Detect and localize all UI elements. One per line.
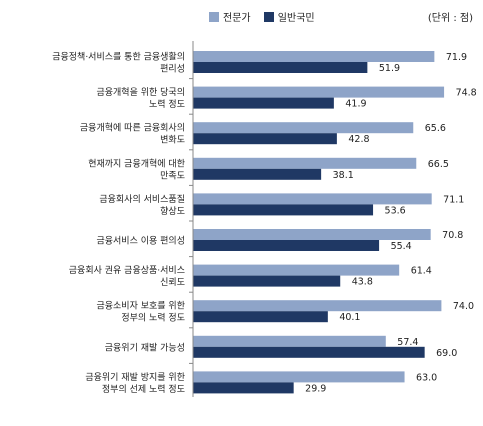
legend-item-public: 일반국민 (263, 9, 315, 24)
data-label: 51.9 (379, 63, 400, 74)
category-label: 금융개혁에 따른 금융회사의 (80, 123, 185, 134)
category-label: 금융소비자 보호를 위한 (96, 301, 185, 312)
bar-public (193, 97, 334, 109)
data-label: 57.4 (397, 337, 418, 348)
category-label: 금융회사의 서비스품질 (99, 193, 185, 205)
data-label: 55.4 (391, 241, 412, 252)
category-label: 금융회사 권유 금융상품·서비스 (69, 264, 185, 276)
category-label: 향상도 (160, 205, 185, 217)
data-label: 42.8 (348, 134, 369, 145)
bar-public (193, 133, 337, 145)
category-label: 변화도 (160, 135, 185, 146)
data-label: 71.1 (443, 194, 464, 205)
data-label: 74.0 (453, 301, 474, 312)
category-label: 현재까지 금융개혁에 대한 (88, 158, 185, 169)
category-label: 금융서비스 이용 편의성 (96, 235, 185, 247)
unit-label: (단위 : 점) (427, 13, 473, 24)
data-label: 29.9 (305, 383, 326, 394)
data-label: 61.4 (411, 266, 432, 277)
data-label: 38.1 (333, 170, 354, 181)
data-label: 41.9 (345, 99, 366, 110)
bar-expert (193, 122, 414, 134)
data-label: 65.6 (425, 123, 446, 134)
bar-public (193, 275, 341, 287)
category-label: 금융위기 재발 가능성 (105, 342, 185, 353)
bar-expert (193, 264, 400, 276)
bar-expert (193, 86, 445, 98)
category-label: 정부의 노력 정도 (121, 312, 185, 324)
chart-legend: 전문가 일반국민 (209, 9, 325, 25)
category-label: 노력 정도 (149, 98, 185, 110)
legend-swatch-public (263, 11, 274, 22)
category-label: 편리성 (160, 63, 185, 75)
category-label: 금융개혁을 위한 당국의 (96, 87, 185, 98)
bar-expert (193, 300, 442, 312)
bar-expert (193, 335, 386, 347)
data-label: 63.0 (416, 372, 437, 383)
data-label: 69.0 (436, 348, 457, 359)
category-label: 금융위기 재발 방지를 위한 (85, 372, 185, 383)
category-label: 금융정책·서비스를 통한 금융생활의 (52, 51, 185, 63)
bar-expert (193, 193, 432, 205)
data-label: 71.9 (446, 52, 467, 63)
data-label: 74.8 (456, 88, 477, 99)
data-label: 40.1 (339, 312, 360, 323)
bar-expert (193, 371, 405, 383)
bar-expert (193, 51, 435, 62)
bar-expert (193, 229, 431, 240)
data-label: 43.8 (352, 277, 373, 288)
bar-public (193, 204, 374, 216)
data-label: 53.6 (385, 205, 406, 216)
legend-swatch-expert (209, 11, 219, 22)
legend-label-expert: 전문가 (223, 13, 251, 24)
bar-public (193, 311, 328, 323)
legend-item-expert: 전문가 (209, 9, 251, 24)
bar-expert (193, 157, 417, 169)
category-label: 정부의 선제 노력 정도 (102, 383, 185, 395)
bar-public (193, 240, 380, 251)
category-label: 만족도 (160, 170, 185, 181)
data-label: 66.5 (428, 159, 449, 170)
bar-public (193, 168, 322, 180)
data-label: 70.8 (442, 230, 463, 241)
bar-public (193, 62, 368, 73)
legend-label-public: 일반국민 (277, 13, 315, 24)
bar-public (193, 346, 425, 358)
bar-public (193, 382, 294, 394)
category-label: 신뢰도 (160, 277, 185, 288)
